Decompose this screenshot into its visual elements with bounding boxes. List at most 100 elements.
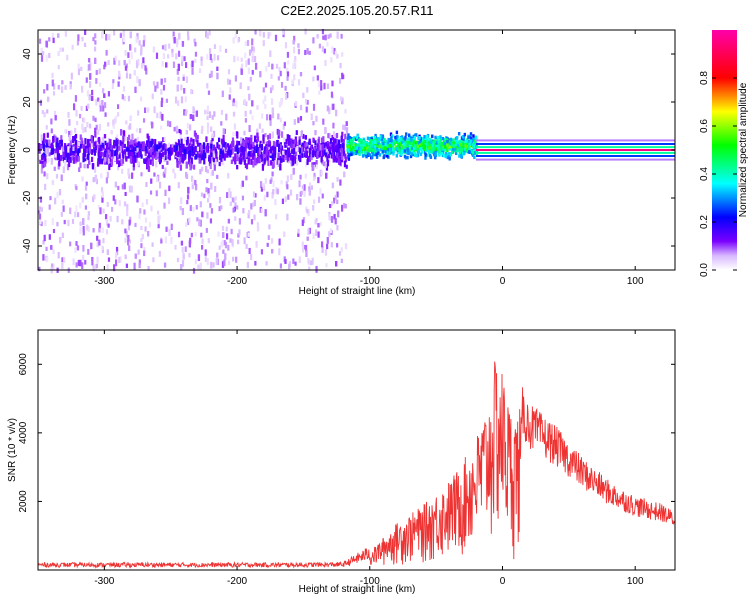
heatmap-cell bbox=[84, 259, 87, 265]
heatmap-cell bbox=[340, 147, 343, 155]
heatmap-cell bbox=[103, 157, 107, 163]
heatmap-cell bbox=[77, 34, 80, 42]
heatmap-cell bbox=[214, 185, 217, 192]
heatmap-cell bbox=[236, 154, 239, 162]
heatmap-cell bbox=[116, 104, 120, 110]
heatmap-cell bbox=[224, 241, 228, 249]
heatmap-cell bbox=[204, 256, 207, 262]
heatmap-cell bbox=[290, 138, 293, 144]
heatmap-cell bbox=[232, 131, 235, 137]
heatmap-cell bbox=[72, 157, 76, 164]
heatmap-cell bbox=[188, 151, 191, 158]
heatmap-cell bbox=[189, 163, 192, 171]
heatmap-cell bbox=[395, 137, 398, 142]
heatmap-cell bbox=[124, 254, 127, 260]
heatmap-cell bbox=[223, 153, 226, 161]
heatmap-cell bbox=[346, 142, 349, 147]
heatmap-cell bbox=[255, 240, 258, 248]
heatmap-cell bbox=[192, 106, 195, 113]
heatmap-cell bbox=[350, 152, 353, 157]
heatmap-cell bbox=[38, 266, 41, 272]
heatmap-cell bbox=[162, 53, 166, 59]
heatmap-cell bbox=[84, 29, 87, 35]
heatmap-cell bbox=[137, 58, 140, 66]
heatmap-cell bbox=[310, 154, 313, 161]
heatmap-cell bbox=[265, 66, 268, 72]
heatmap-cell bbox=[48, 52, 51, 59]
heatmap-cell bbox=[298, 148, 302, 154]
heatmap-cell bbox=[335, 261, 338, 267]
heatmap-cell bbox=[101, 196, 104, 203]
heatmap-cell bbox=[413, 136, 417, 140]
heatmap-cell bbox=[331, 46, 334, 54]
heatmap-cell bbox=[205, 31, 208, 38]
heatmap-cell bbox=[278, 248, 281, 256]
heatmap-cell bbox=[38, 148, 41, 154]
heatmap-cell bbox=[396, 144, 399, 149]
heatmap-data bbox=[38, 28, 675, 274]
heatmap-cell bbox=[315, 159, 318, 166]
heatmap-cell bbox=[241, 195, 245, 201]
heatmap-cell bbox=[179, 130, 182, 135]
heatmap-cell bbox=[116, 215, 119, 223]
heatmap-cell bbox=[65, 153, 68, 158]
heatmap-cell bbox=[272, 148, 275, 155]
heatmap-cell bbox=[306, 236, 309, 241]
heatmap-cell bbox=[140, 243, 143, 249]
heatmap-cell bbox=[461, 141, 465, 146]
heatmap-cell bbox=[286, 184, 289, 190]
heatmap-cell bbox=[119, 33, 122, 38]
heatmap-cell bbox=[323, 142, 326, 149]
heatmap-cell bbox=[460, 154, 463, 158]
heatmap-cell bbox=[40, 145, 43, 150]
heatmap-cell bbox=[217, 144, 221, 150]
heatmap-cell bbox=[52, 228, 56, 234]
heatmap-cell bbox=[227, 149, 230, 156]
heatmap-cell bbox=[122, 30, 125, 37]
heatmap-cell bbox=[93, 166, 97, 173]
heatmap-cell bbox=[268, 224, 271, 230]
heatmap-cell bbox=[48, 37, 51, 42]
heatmap-cell bbox=[84, 126, 87, 133]
heatmap-cell bbox=[302, 134, 305, 139]
heatmap-cell bbox=[340, 96, 343, 102]
heatmap-cell bbox=[96, 241, 99, 248]
heatmap-cell bbox=[166, 151, 170, 158]
heatmap-cell bbox=[174, 150, 178, 156]
heatmap-cell bbox=[435, 140, 438, 145]
heatmap-cell bbox=[243, 159, 246, 165]
heatmap-cell bbox=[371, 152, 375, 157]
heatmap-cell bbox=[304, 135, 307, 140]
heatmap-cell bbox=[206, 53, 209, 60]
heatmap-cell bbox=[355, 150, 358, 154]
heatmap-cell bbox=[114, 55, 117, 61]
heatmap-cell bbox=[465, 148, 469, 153]
heatmap-cell bbox=[130, 52, 133, 59]
heatmap-cell bbox=[183, 109, 186, 116]
heatmap-cell bbox=[335, 109, 338, 117]
heatmap-cell bbox=[355, 135, 359, 140]
heatmap-cell bbox=[246, 231, 249, 238]
heatmap-cell bbox=[387, 137, 391, 142]
heatmap-cell bbox=[289, 155, 293, 161]
heatmap-cell bbox=[262, 134, 265, 141]
heatmap-cell bbox=[252, 191, 256, 198]
heatmap-cell bbox=[123, 35, 126, 43]
heatmap-cell bbox=[188, 217, 191, 223]
heatmap-cell bbox=[321, 28, 325, 35]
heatmap-cell bbox=[203, 193, 206, 199]
heatmap-cell bbox=[293, 74, 296, 81]
heatmap-cell bbox=[423, 147, 426, 151]
heatmap-cell bbox=[151, 161, 155, 167]
heatmap-cell bbox=[438, 141, 442, 145]
heatmap-cell bbox=[190, 89, 193, 95]
heatmap-cell bbox=[216, 174, 219, 179]
heatmap-x-tick-label: 100 bbox=[627, 276, 644, 287]
heatmap-cell bbox=[447, 152, 450, 156]
heatmap-cell bbox=[175, 142, 179, 148]
heatmap-cell bbox=[190, 63, 193, 68]
heatmap-cell bbox=[270, 238, 274, 244]
heatmap-cell bbox=[267, 32, 270, 39]
heatmap-cell bbox=[259, 140, 262, 148]
heatmap-cell bbox=[215, 258, 218, 265]
